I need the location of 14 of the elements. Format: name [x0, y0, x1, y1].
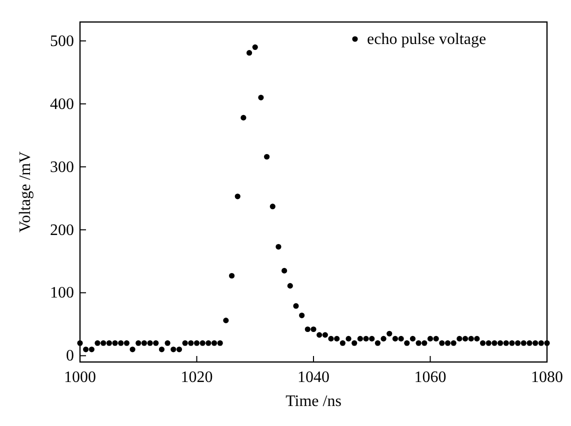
- y-tick-label: 300: [50, 158, 74, 176]
- legend-label: echo pulse voltage: [367, 31, 486, 48]
- y-tick-label: 400: [50, 96, 74, 113]
- y-axis-title: Voltage /mV: [17, 151, 34, 233]
- x-tick-label: 1060: [414, 369, 446, 386]
- x-tick-label: 1020: [180, 369, 213, 386]
- y-tick-label: 200: [50, 222, 74, 239]
- y-tick-label: 100: [50, 284, 74, 302]
- y-tick-label: 500: [50, 32, 74, 50]
- x-axis-title: Time /ns: [286, 393, 342, 410]
- x-tick-label: 1000: [64, 369, 96, 386]
- x-tick-label: 1080: [531, 369, 563, 386]
- y-tick-label: 0: [66, 348, 74, 365]
- x-tick-label: 1040: [298, 369, 330, 386]
